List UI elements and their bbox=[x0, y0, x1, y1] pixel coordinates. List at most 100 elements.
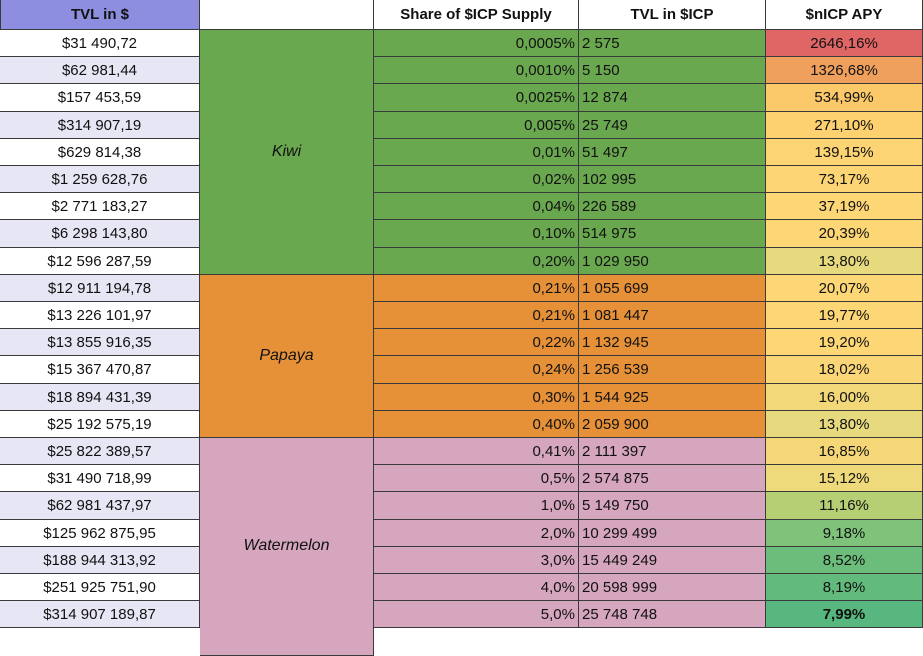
share-cell[interactable]: 0,20% bbox=[374, 248, 579, 275]
tvl-icp-cell[interactable]: 2 574 875 bbox=[579, 465, 766, 492]
share-cell[interactable]: 0,21% bbox=[374, 302, 579, 329]
tvl-icp-cell[interactable]: 1 544 925 bbox=[579, 384, 766, 411]
share-cell[interactable]: 0,5% bbox=[374, 465, 579, 492]
share-cell[interactable]: 0,21% bbox=[374, 275, 579, 302]
tvl-usd-cell[interactable]: $25 822 389,57 bbox=[0, 438, 200, 465]
apy-cell[interactable]: 11,16% bbox=[766, 492, 923, 520]
share-cell[interactable]: 0,0025% bbox=[374, 84, 579, 112]
group-label: Watermelon bbox=[243, 537, 330, 554]
group-label: Papaya bbox=[259, 346, 314, 364]
share-cell[interactable]: 0,0005% bbox=[374, 30, 579, 57]
group-cell[interactable]: Kiwi bbox=[200, 30, 374, 275]
tvl-icp-cell[interactable]: 1 029 950 bbox=[579, 248, 766, 275]
apy-cell[interactable]: 9,18% bbox=[766, 520, 923, 547]
tvl-usd-cell[interactable]: $314 907,19 bbox=[0, 112, 200, 139]
share-cell[interactable]: 0,24% bbox=[374, 356, 579, 384]
apy-cell[interactable]: 16,00% bbox=[766, 384, 923, 411]
group-cell[interactable]: Watermelon bbox=[200, 438, 374, 656]
share-cell[interactable]: 0,10% bbox=[374, 220, 579, 248]
apy-cell[interactable]: 7,99% bbox=[766, 601, 923, 628]
tvl-icp-cell[interactable]: 1 256 539 bbox=[579, 356, 766, 384]
apy-cell[interactable]: 13,80% bbox=[766, 411, 923, 438]
tvl-icp-cell[interactable]: 1 132 945 bbox=[579, 329, 766, 356]
tvl-usd-cell[interactable]: $12 911 194,78 bbox=[0, 275, 200, 302]
tvl-icp-cell[interactable]: 514 975 bbox=[579, 220, 766, 248]
tvl-icp-cell[interactable]: 25 749 bbox=[579, 112, 766, 139]
column-header[interactable] bbox=[200, 0, 374, 30]
tvl-usd-cell[interactable]: $2 771 183,27 bbox=[0, 193, 200, 220]
share-cell[interactable]: 0,22% bbox=[374, 329, 579, 356]
apy-cell[interactable]: 20,39% bbox=[766, 220, 923, 248]
apy-cell[interactable]: 18,02% bbox=[766, 356, 923, 384]
apy-cell[interactable]: 271,10% bbox=[766, 112, 923, 139]
apy-cell[interactable]: 2646,16% bbox=[766, 30, 923, 57]
tvl-usd-cell[interactable]: $15 367 470,87 bbox=[0, 356, 200, 384]
tvl-icp-cell[interactable]: 102 995 bbox=[579, 166, 766, 193]
tvl-usd-cell[interactable]: $188 944 313,92 bbox=[0, 547, 200, 574]
share-cell[interactable]: 0,01% bbox=[374, 139, 579, 166]
tvl-usd-cell[interactable]: $251 925 751,90 bbox=[0, 574, 200, 601]
share-cell[interactable]: 5,0% bbox=[374, 601, 579, 628]
apy-cell[interactable]: 8,19% bbox=[766, 574, 923, 601]
apy-cell[interactable]: 15,12% bbox=[766, 465, 923, 492]
apy-cell[interactable]: 37,19% bbox=[766, 193, 923, 220]
tvl-icp-cell[interactable]: 5 149 750 bbox=[579, 492, 766, 520]
share-cell[interactable]: 1,0% bbox=[374, 492, 579, 520]
share-cell[interactable]: 0,0010% bbox=[374, 57, 579, 84]
tvl-icp-cell[interactable]: 15 449 249 bbox=[579, 547, 766, 574]
tvl-usd-cell[interactable]: $314 907 189,87 bbox=[0, 601, 200, 628]
apy-cell[interactable]: 139,15% bbox=[766, 139, 923, 166]
column-header[interactable]: Share of $ICP Supply bbox=[374, 0, 579, 30]
share-cell[interactable]: 0,04% bbox=[374, 193, 579, 220]
tvl-icp-cell[interactable]: 2 575 bbox=[579, 30, 766, 57]
apy-cell[interactable]: 1326,68% bbox=[766, 57, 923, 84]
tvl-usd-cell[interactable]: $13 855 916,35 bbox=[0, 329, 200, 356]
share-cell[interactable]: 0,41% bbox=[374, 438, 579, 465]
tvl-usd-cell[interactable]: $1 259 628,76 bbox=[0, 166, 200, 193]
tvl-icp-cell[interactable]: 12 874 bbox=[579, 84, 766, 112]
share-cell[interactable]: 4,0% bbox=[374, 574, 579, 601]
share-cell[interactable]: 2,0% bbox=[374, 520, 579, 547]
tvl-usd-cell[interactable]: $31 490 718,99 bbox=[0, 465, 200, 492]
tvl-usd-cell[interactable]: $629 814,38 bbox=[0, 139, 200, 166]
column-header[interactable]: TVL in $ bbox=[0, 0, 200, 30]
group-cell[interactable]: Papaya bbox=[200, 275, 374, 438]
tvl-usd-cell[interactable]: $31 490,72 bbox=[0, 30, 200, 57]
tvl-usd-cell[interactable]: $157 453,59 bbox=[0, 84, 200, 112]
tvl-usd-cell[interactable]: $125 962 875,95 bbox=[0, 520, 200, 547]
group-label: Kiwi bbox=[271, 142, 302, 160]
column-header[interactable]: TVL in $ICP bbox=[579, 0, 766, 30]
share-cell[interactable]: 0,005% bbox=[374, 112, 579, 139]
tvl-usd-cell[interactable]: $62 981 437,97 bbox=[0, 492, 200, 520]
share-cell[interactable]: 0,02% bbox=[374, 166, 579, 193]
share-cell[interactable]: 0,40% bbox=[374, 411, 579, 438]
tvl-icp-cell[interactable]: 2 111 397 bbox=[579, 438, 766, 465]
tvl-icp-cell[interactable]: 226 589 bbox=[579, 193, 766, 220]
apy-cell[interactable]: 8,52% bbox=[766, 547, 923, 574]
tvl-usd-cell[interactable]: $13 226 101,97 bbox=[0, 302, 200, 329]
apy-cell[interactable]: 73,17% bbox=[766, 166, 923, 193]
tvl-icp-cell[interactable]: 25 748 748 bbox=[579, 601, 766, 628]
apy-cell[interactable]: 16,85% bbox=[766, 438, 923, 465]
tvl-icp-cell[interactable]: 5 150 bbox=[579, 57, 766, 84]
tvl-usd-cell[interactable]: $12 596 287,59 bbox=[0, 248, 200, 275]
apy-cell[interactable]: 534,99% bbox=[766, 84, 923, 112]
tvl-usd-cell[interactable]: $18 894 431,39 bbox=[0, 384, 200, 411]
share-cell[interactable]: 3,0% bbox=[374, 547, 579, 574]
share-cell[interactable]: 0,30% bbox=[374, 384, 579, 411]
tvl-icp-cell[interactable]: 2 059 900 bbox=[579, 411, 766, 438]
tvl-usd-cell[interactable]: $62 981,44 bbox=[0, 57, 200, 84]
tvl-icp-cell[interactable]: 10 299 499 bbox=[579, 520, 766, 547]
tvl-icp-cell[interactable]: 1 055 699 bbox=[579, 275, 766, 302]
column-header[interactable]: $nICP APY bbox=[766, 0, 923, 30]
apy-cell[interactable]: 20,07% bbox=[766, 275, 923, 302]
tvl-usd-cell[interactable]: $6 298 143,80 bbox=[0, 220, 200, 248]
tvl-icp-cell[interactable]: 1 081 447 bbox=[579, 302, 766, 329]
tvl-usd-cell[interactable]: $25 192 575,19 bbox=[0, 411, 200, 438]
tvl-icp-cell[interactable]: 20 598 999 bbox=[579, 574, 766, 601]
apy-cell[interactable]: 19,20% bbox=[766, 329, 923, 356]
apy-cell[interactable]: 19,77% bbox=[766, 302, 923, 329]
tvl-icp-cell[interactable]: 51 497 bbox=[579, 139, 766, 166]
apy-cell[interactable]: 13,80% bbox=[766, 248, 923, 275]
